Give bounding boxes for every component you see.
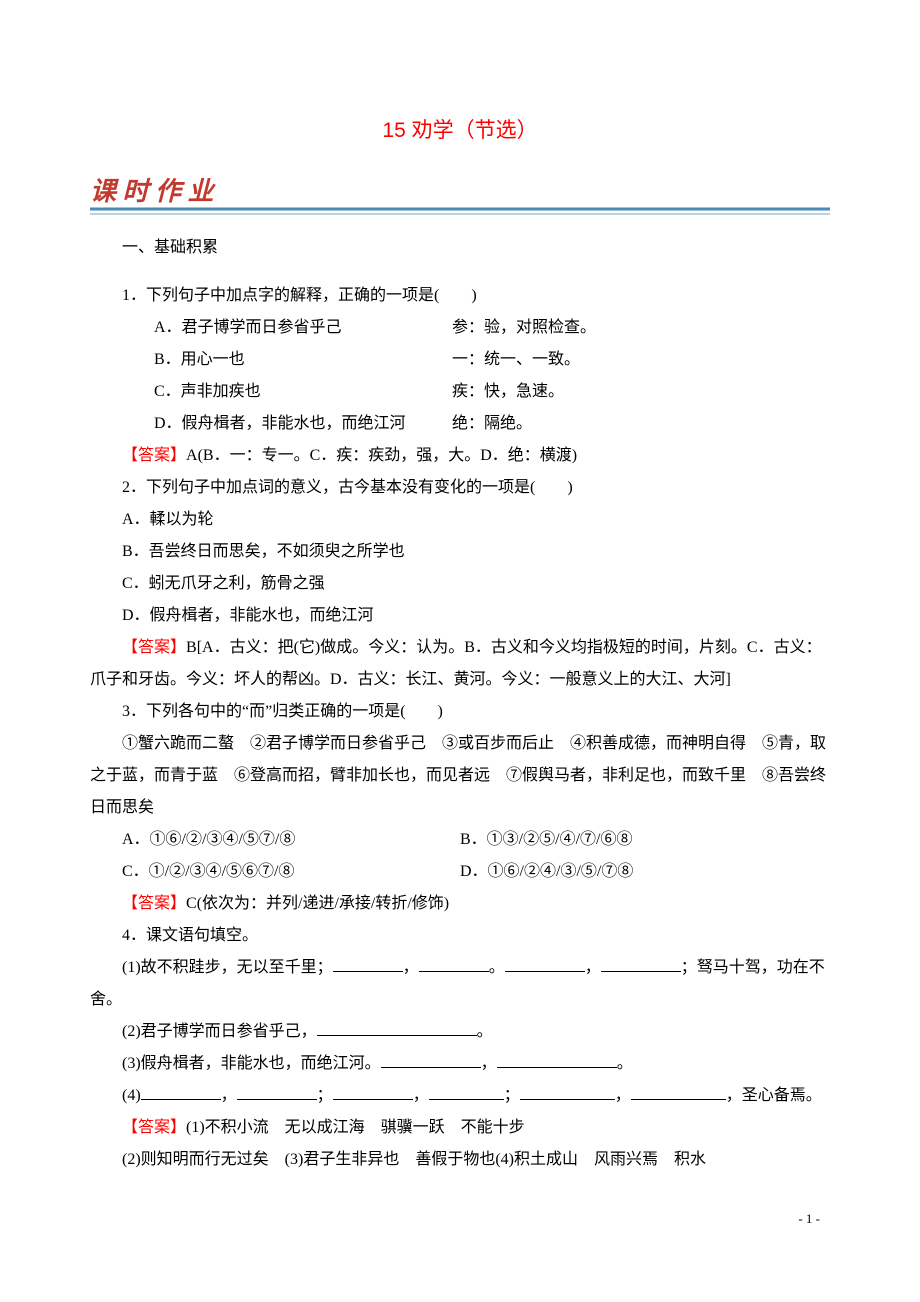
answer-label: 【答案】 (122, 1119, 186, 1136)
q3-row1: A．①⑥/②/③④/⑤⑦/⑧ B．①③/②⑤/④/⑦/⑥⑧ (90, 824, 830, 856)
q3-answer-text: C(依次为：并列/递进/承接/转折/修饰) (186, 895, 449, 912)
banner-text: 课 时 作 业 (90, 177, 217, 206)
q1-b-expl: 一：统一、一致。 (452, 351, 580, 368)
q2-opt-a: A．輮以为轮 (90, 504, 830, 536)
q4-l2-a: (2)君子博学而日参省乎己， (122, 1023, 317, 1040)
q4-l4-c: ； (317, 1087, 333, 1104)
blank (520, 1083, 615, 1100)
blank (333, 955, 403, 972)
q2-stem: 2．下列句子中加点词的意义，古今基本没有变化的一项是( ) (90, 472, 830, 504)
blank (497, 1051, 617, 1068)
document-title: 15 劝学（节选） (90, 110, 830, 152)
q4-l4-e: ； (504, 1087, 520, 1104)
q4-line1: (1)故不积跬步，无以至千里；，。，；驽马十驾，功在不舍。 (90, 952, 830, 1016)
blank (237, 1083, 317, 1100)
q1-a-expl: 参：验，对照检查。 (452, 319, 596, 336)
q3-stem: 3．下列各句中的“而”归类正确的一项是( ) (90, 696, 830, 728)
q4-l1-d: ， (585, 959, 601, 976)
q1-d-expl: 绝：隔绝。 (452, 415, 532, 432)
q4-l1-b: ， (403, 959, 419, 976)
q3-opt-c: C．①/②/③④/⑤⑥⑦/⑧ (90, 856, 460, 888)
q4-line3: (3)假舟楫者，非能水也，而绝江河。 ， 。 (90, 1048, 830, 1080)
q4-l2-b: 。 (477, 1023, 493, 1040)
q4-answer2: (2)则知明而行无过矣 (3)君子生非异也 善假于物也(4)积土成山 风雨兴焉 … (90, 1144, 830, 1176)
section-heading: 一、基础积累 (90, 232, 830, 264)
q3-answer: 【答案】C(依次为：并列/递进/承接/转折/修饰) (90, 888, 830, 920)
q1-opt-a: A．君子博学而日参省乎己参：验，对照检查。 (90, 312, 830, 344)
q4-l4-f: ， (615, 1087, 631, 1104)
q4-line4: (4) ， ； ， ； ， ，圣心备焉。 (90, 1080, 830, 1112)
q3-opt-a: A．①⑥/②/③④/⑤⑦/⑧ (90, 824, 460, 856)
q2-opt-d: D．假舟楫者，非能水也，而绝江河 (90, 600, 830, 632)
q1-answer: 【答案】A(B．一：专一。C．疾：疾劲，强，大。D．绝：横渡) (90, 440, 830, 472)
q2-opt-b: B．吾尝终日而思矣，不如须臾之所学也 (90, 536, 830, 568)
q1-c-expl: 疾：快，急速。 (452, 383, 564, 400)
q1-opt-d: D．假舟楫者，非能水也，而绝江河绝：隔绝。 (90, 408, 830, 440)
q1-stem: 1．下列句子中加点字的解释，正确的一项是( ) (90, 280, 830, 312)
q3-opt-b: B．①③/②⑤/④/⑦/⑥⑧ (460, 824, 830, 856)
blank (419, 955, 489, 972)
q4-stem: 4．课文语句填空。 (90, 920, 830, 952)
answer-label: 【答案】 (122, 639, 186, 656)
q4-l4-a: (4) (122, 1087, 141, 1104)
q2-answer: 【答案】B[A．古义：把(它)做成。今义：认为。B．古义和今义均指极短的时间，片… (90, 632, 830, 696)
q4-l4-g: ，圣心备焉。 (726, 1087, 822, 1104)
section-banner: 课 时 作 业 (90, 176, 830, 216)
q1-c-text: C．声非加疾也 (122, 376, 452, 408)
answer-label: 【答案】 (122, 895, 186, 912)
q4-answer1: 【答案】(1)不积小流 无以成江海 骐骥一跃 不能十步 (90, 1112, 830, 1144)
q1-d-text: D．假舟楫者，非能水也，而绝江河 (122, 408, 452, 440)
q4-l1-c: 。 (489, 959, 505, 976)
q2-answer-text: B[A．古义：把(它)做成。今义：认为。B．古义和今义均指极短的时间，片刻。C．… (90, 639, 822, 688)
q4-l1-a: (1)故不积跬步，无以至千里； (122, 959, 333, 976)
q1-a-text: A．君子博学而日参省乎己 (122, 312, 452, 344)
q4-line2: (2)君子博学而日参省乎己， 。 (90, 1016, 830, 1048)
q1-answer-text: A(B．一：专一。C．疾：疾劲，强，大。D．绝：横渡) (186, 447, 577, 464)
blank (381, 1051, 481, 1068)
blank (333, 1083, 413, 1100)
blank (601, 955, 681, 972)
blank (141, 1083, 221, 1100)
q1-opt-b: B．用心一也一：统一、一致。 (90, 344, 830, 376)
document-page: 15 劝学（节选） 课 时 作 业 一、基础积累 1．下列句子中加点字的解释，正… (0, 0, 920, 1282)
blank (429, 1083, 504, 1100)
blank (317, 1019, 477, 1036)
blank (631, 1083, 726, 1100)
blank (505, 955, 585, 972)
q3-items: ①蟹六跪而二螯 ②君子博学而日参省乎己 ③或百步而后止 ④积善成德，而神明自得 … (90, 728, 830, 824)
q1-b-text: B．用心一也 (122, 344, 452, 376)
q4-l3-a: (3)假舟楫者，非能水也，而绝江河。 (122, 1055, 381, 1072)
answer-label: 【答案】 (122, 447, 186, 464)
q4-l3-b: ， (481, 1055, 497, 1072)
page-number: - 1 - (90, 1206, 830, 1232)
q1-opt-c: C．声非加疾也疾：快，急速。 (90, 376, 830, 408)
q3-row2: C．①/②/③④/⑤⑥⑦/⑧ D．①⑥/②④/③/⑤/⑦⑧ (90, 856, 830, 888)
q2-opt-c: C．蚓无爪牙之利，筋骨之强 (90, 568, 830, 600)
q4-ans1-text: (1)不积小流 无以成江海 骐骥一跃 不能十步 (186, 1119, 525, 1136)
q4-l4-b: ， (221, 1087, 237, 1104)
q4-l3-c: 。 (617, 1055, 633, 1072)
q3-opt-d: D．①⑥/②④/③/⑤/⑦⑧ (460, 856, 830, 888)
q4-l4-d: ， (413, 1087, 429, 1104)
